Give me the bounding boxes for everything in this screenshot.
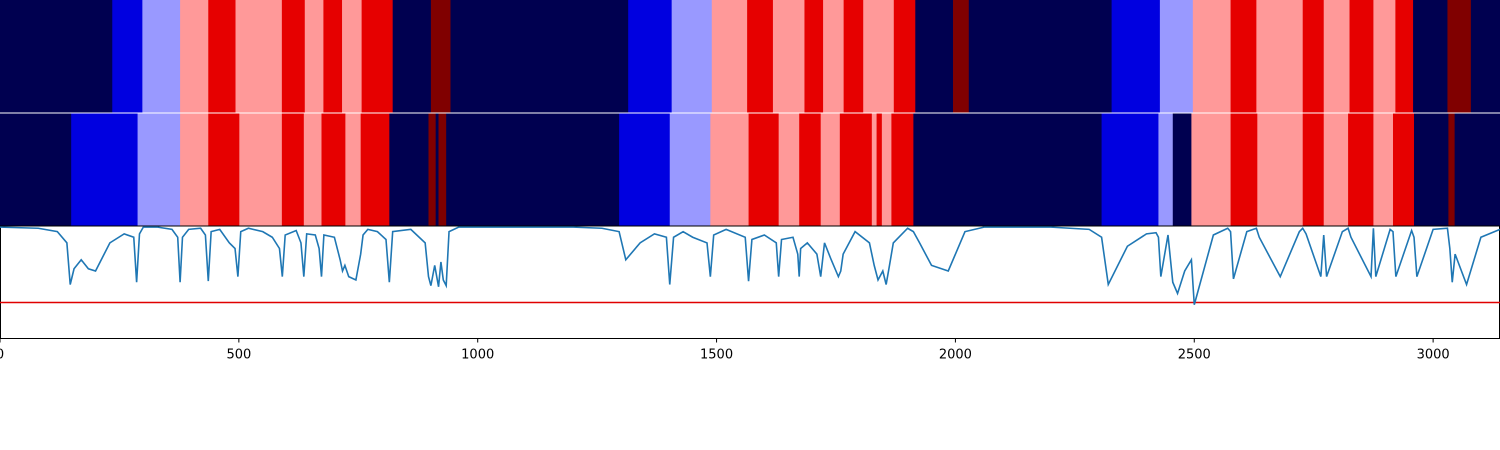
heatmap-cell-r1-38 [1447,0,1472,113]
x-tick-label-0: 0 [0,348,4,363]
heatmap-cell-r2-27 [891,113,914,226]
heatmap-cell-r2-30 [1158,113,1174,226]
heatmap-cell-r2-20 [778,113,800,226]
heatmap-cell-r1-13 [450,0,629,113]
heatmap-cell-r2-26 [881,113,892,226]
heatmap-cell-r2-11 [389,113,429,226]
heatmap-cell-r2-24 [871,113,877,226]
heatmap-cell-r2-14 [438,113,447,226]
heatmap-cell-r1-21 [843,0,864,113]
heatmap-cell-r1-10 [361,0,394,113]
heatmap-cell-r2-33 [1230,113,1258,226]
heatmap-cell-r2-10 [360,113,390,226]
heatmap-cell-r2-34 [1257,113,1304,226]
heatmap-cell-r1-6 [281,0,306,113]
line-panel-frame [0,225,1500,339]
heatmap-cell-r1-18 [772,0,805,113]
heatmap-cell-r1-33 [1323,0,1350,113]
heatmap-cell-r2-38 [1373,113,1394,226]
heatmap-cell-r2-1 [71,113,138,226]
heatmap-cell-r2-21 [799,113,822,226]
heatmap-cell-r1-25 [953,0,970,113]
heatmap-cell-r1-22 [863,0,895,113]
heatmap-cell-r1-30 [1230,0,1257,113]
heatmap-cell-r1-26 [968,0,1113,113]
heatmap-cell-r1-19 [804,0,824,113]
x-tick-label-2500: 2500 [1178,348,1211,363]
heatmap-cell-r2-16 [619,113,671,226]
x-tick-label-1500: 1500 [700,348,733,363]
heatmap-cell-r1-4 [208,0,236,113]
heatmap-cell-r2-5 [239,113,283,226]
heatmap-cell-r1-27 [1111,0,1161,113]
heatmap-cell-r1-16 [711,0,748,113]
heatmap-cell-r1-1 [112,0,143,113]
heatmap-row-1 [0,0,1500,113]
x-tick-label-3000: 3000 [1417,348,1450,363]
heatmap-cell-r1-11 [392,0,432,113]
heatmap-cell-r2-18 [710,113,749,226]
heatmap-cell-r1-20 [823,0,845,113]
heatmap-cell-r2-31 [1172,113,1192,226]
heatmap-cell-r2-23 [839,113,873,226]
heatmap-cell-r1-36 [1395,0,1414,113]
heatmap-cell-r2-0 [0,113,72,226]
heatmap-cell-r2-25 [876,113,883,226]
heatmap-cell-r1-34 [1349,0,1374,113]
heatmap-cell-r2-39 [1392,113,1415,226]
heatmap-cell-r2-2 [137,113,181,226]
heatmap-cell-r2-12 [428,113,437,226]
heatmap-cell-r2-37 [1348,113,1374,226]
heatmap-cell-r1-7 [304,0,324,113]
heatmap-cell-r1-5 [235,0,283,113]
heatmap-cell-r1-24 [915,0,954,113]
heatmap-cell-r1-0 [0,0,113,113]
heatmap-cell-r1-28 [1159,0,1194,113]
heatmap-cell-r2-8 [321,113,346,226]
x-tick-label-500: 500 [226,348,251,363]
heatmap-cell-r1-32 [1302,0,1325,113]
heatmap-cell-r1-15 [671,0,713,113]
heatmap-cell-r2-19 [748,113,780,226]
heatmap-cell-r1-8 [323,0,343,113]
heatmap-cell-r1-39 [1470,0,1500,113]
heatmap-cell-r1-2 [142,0,181,113]
heatmap-cell-r2-9 [345,113,362,226]
heatmap-cell-r1-14 [628,0,673,113]
heatmap-cell-r2-36 [1323,113,1349,226]
heatmap-cell-r2-41 [1448,113,1456,226]
heatmap-cell-r1-9 [342,0,363,113]
heatmap-cell-r1-35 [1373,0,1396,113]
x-tick-label-1000: 1000 [461,348,494,363]
heatmap-cell-r1-31 [1256,0,1304,113]
heatmap-cell-r2-29 [1101,113,1159,226]
heatmap-cell-r2-42 [1454,113,1500,226]
probability-line [0,226,1500,305]
heatmap-cell-r2-22 [820,113,841,226]
heatmap-cell-r1-29 [1192,0,1231,113]
heatmap-cell-r2-13 [435,113,439,226]
heatmap-cell-r1-17 [747,0,774,113]
heatmap-cell-r1-12 [430,0,451,113]
heatmap-cell-r2-17 [669,113,711,226]
x-axis: 0 500 1000 1500 2000 2500 3000 [0,338,1450,363]
heatmap-cell-r2-4 [208,113,240,226]
heatmap-cell-r2-35 [1302,113,1325,226]
heatmap-cell-r2-28 [913,113,1102,226]
x-tick-label-2000: 2000 [939,348,972,363]
heatmap-cell-r2-40 [1414,113,1449,226]
heatmap-cell-r2-15 [446,113,620,226]
heatmap-cell-r1-23 [893,0,916,113]
heatmap-cell-r2-3 [180,113,209,226]
heatmap-cell-r2-6 [281,113,305,226]
heatmap-row-2 [0,113,1500,226]
heatmap-cell-r2-7 [303,113,322,226]
heatmap-cell-r2-32 [1191,113,1231,226]
heatmap-cell-r1-37 [1413,0,1448,113]
heatmap-cell-r1-3 [180,0,209,113]
